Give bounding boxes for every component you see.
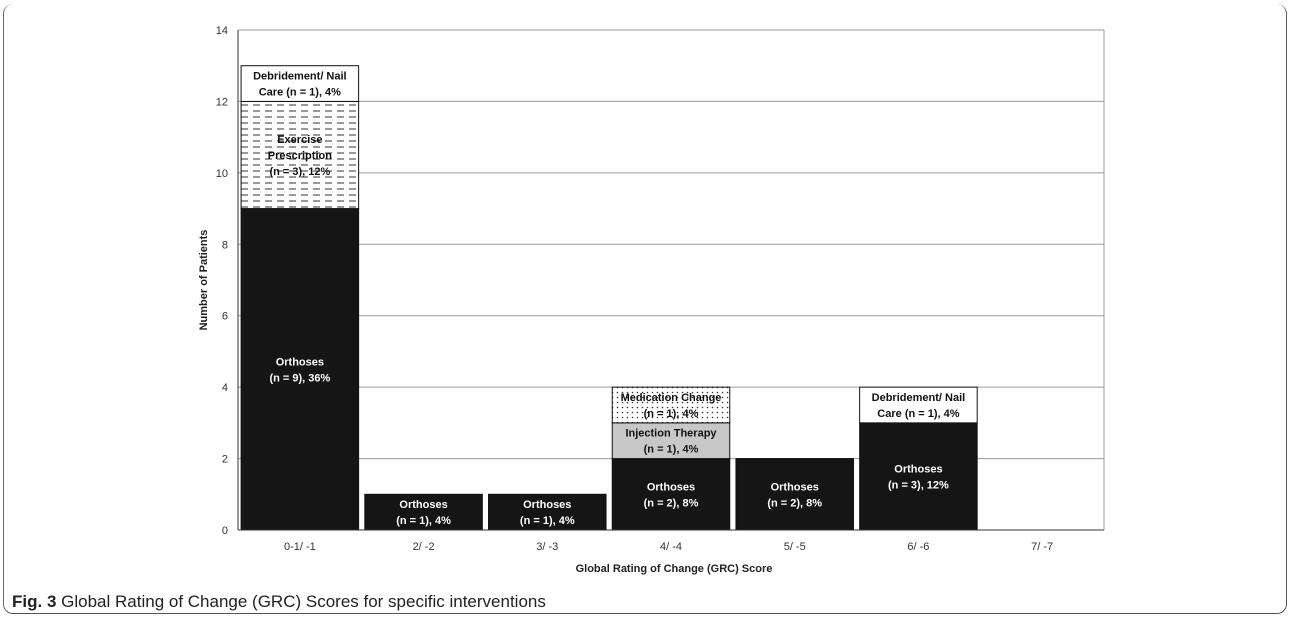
segment-label: Orthoses (n = 2), 8% [767,481,822,509]
x-tick-label: 7/ -7 [1031,541,1053,553]
y-tick-label: 10 [216,168,228,180]
x-tick-label: 3/ -3 [536,541,558,553]
x-tick-label: 2/ -2 [413,541,435,553]
segment-label: Orthoses (n = 9), 36% [269,356,330,384]
bar-segment [735,458,854,531]
segment-label: Injection Therapy (n = 1), 4% [625,428,717,456]
axes: 0 2 4 6 8 10 12 14 0-1/ -1 2/ -2 3/ -3 4/ -4 5/ -5 6/… [216,25,1105,553]
y-tick-label: 8 [222,239,228,251]
x-tick-label: 5/ -5 [784,541,806,553]
bars [240,65,978,531]
segment-label: Medication Change (n = 1), 4% [621,392,722,420]
y-axis-title: Number of Patients [198,230,210,331]
y-tick-label: 14 [216,25,228,37]
bar-segment [611,422,731,460]
caption-text: Global Rating of Change (GRC) Scores for… [61,592,546,611]
x-tick-label: 6/ -6 [907,541,929,553]
figure-caption: Fig. 3 Global Rating of Change (GRC) Sco… [12,592,546,612]
segment-label: Debridement/ Nail Care (n = 1), 4% [872,392,966,420]
x-tick-label: 0-1/ -1 [284,541,316,553]
segment-label: Orthoses (n = 2), 8% [644,481,699,509]
segment-label: Debridement/ Nail Care (n = 1), 4% [253,71,347,99]
bar-segment [240,65,360,102]
bar-segment [240,100,360,210]
y-tick-label: 12 [216,96,228,108]
x-axis-title: Global Rating of Change (GRC) Score [576,563,773,575]
segment-label: Orthoses (n = 1), 4% [520,499,575,527]
segment-label: Orthoses (n = 1), 4% [396,499,451,527]
x-tick-label: 4/ -4 [660,541,682,553]
bar-segment [859,422,978,531]
bar-segment [611,386,731,424]
bar-labels: Orthoses (n = 9), 36% Exercise Prescription… [253,71,965,528]
caption-label: Fig. 3 [12,592,57,611]
segment-label: Exercise Prescription (n = 3), 12% [268,134,332,178]
stacked-bar-chart: Orthoses (n = 9), 36% Exercise Prescription… [198,25,1105,575]
segment-label: Orthoses (n = 3), 12% [888,463,949,491]
bar-segment [611,458,731,531]
y-tick-label: 4 [222,382,228,394]
bar-segment [240,208,360,531]
y-tick-label: 0 [222,525,228,537]
bar-segment [364,493,483,531]
bar-segment [859,386,978,424]
bar-segment [488,493,607,531]
y-tick-label: 6 [222,311,228,323]
figure-frame [3,4,1287,614]
y-tick-label: 2 [222,454,228,466]
